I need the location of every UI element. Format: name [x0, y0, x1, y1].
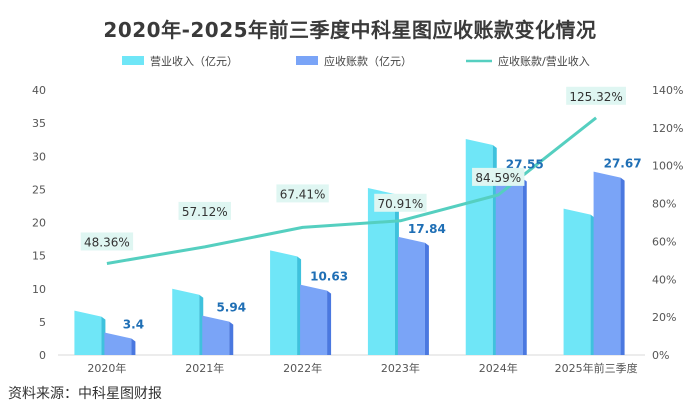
ratio-value-label: 70.91%: [378, 197, 424, 211]
ratio-value-label: 57.12%: [182, 205, 228, 219]
revenue-bar: [74, 310, 106, 355]
y-left-tick: 20: [32, 217, 46, 230]
bars: [74, 139, 625, 355]
y-right-tick: 80%: [652, 198, 676, 211]
receivable-bar: [397, 236, 429, 355]
y-right-tick: 100%: [652, 160, 683, 173]
revenue-bar: [563, 208, 595, 355]
legend-swatch-revenue: [122, 56, 144, 65]
ratio-value-label: 48.36%: [84, 235, 130, 249]
revenue-bar: [172, 288, 204, 355]
receivable-bar: [202, 315, 234, 355]
y-left-tick: 40: [32, 84, 46, 97]
legend: 营业收入（亿元） 应收账款（亿元） 应收账款/营业收入: [122, 54, 590, 68]
receivable-bar-face: [397, 236, 425, 355]
revenue-bar-face: [563, 208, 591, 355]
receivable-bar-side: [131, 338, 136, 355]
receivable-bar-side: [424, 242, 429, 355]
ratio-label-box: [80, 232, 134, 251]
x-category-label: 2023年: [381, 361, 420, 375]
y-left-tick: 30: [32, 150, 46, 163]
receivable-bar-side: [522, 178, 527, 355]
ratio-value-label: 125.32%: [569, 90, 622, 104]
receivable-bar-face: [495, 172, 523, 355]
ratio-label-box: [374, 193, 427, 212]
revenue-bar-face: [465, 139, 493, 355]
revenue-bar: [270, 250, 302, 355]
ratio-label-box: [276, 184, 329, 203]
source-note: 资料来源：中科星图财报: [8, 386, 162, 402]
legend-swatch-receivable: [296, 56, 318, 65]
x-category-label: 2024年: [479, 361, 518, 375]
receivable-bar: [104, 332, 136, 355]
receivable-bar-side: [229, 321, 234, 355]
receivable-value-label: 27.67: [604, 157, 642, 171]
y-left-tick: 5: [39, 316, 46, 329]
receivable-bar-side: [620, 177, 625, 355]
receivable-bar-face: [300, 284, 328, 355]
legend-label-receivable: 应收账款（亿元）: [324, 54, 412, 68]
receivable-value-label: 10.63: [310, 270, 348, 284]
axes: 0 5 10 15 20 25 30 35 40 0% 20% 40% 60% 80% 100% 120% 14…: [32, 84, 683, 375]
receivable-bar: [300, 284, 332, 355]
receivable-bar-face: [202, 315, 230, 355]
y-right-tick: 60%: [652, 235, 676, 248]
y-right-tick: 40%: [652, 273, 676, 286]
y-right-tick: 0%: [652, 349, 669, 362]
receivable-value-label: 3.4: [123, 317, 144, 331]
y-left-tick: 15: [32, 250, 46, 263]
receivable-bar: [593, 171, 625, 355]
legend-label-revenue: 营业收入（亿元）: [150, 54, 238, 68]
y-right-tick: 140%: [652, 84, 683, 97]
revenue-bar-face: [270, 250, 298, 355]
ratio-label-box: [472, 167, 525, 186]
ratio-value-label: 67.41%: [280, 187, 326, 201]
receivable-value-label: 17.84: [408, 222, 446, 236]
ratio-value-label: 84.59%: [475, 171, 521, 185]
chart-title: 2020年-2025年前三季度中科星图应收账款变化情况: [103, 18, 597, 42]
legend-label-ratio: 应收账款/营业收入: [498, 54, 590, 68]
y-left-tick: 25: [32, 183, 46, 196]
receivable-value-label: 5.94: [216, 301, 246, 315]
y-left-tick: 10: [32, 283, 46, 296]
receivable-bar: [495, 172, 527, 355]
y-right-tick: 20%: [652, 311, 676, 324]
revenue-bar-face: [367, 188, 395, 355]
receivable-bar-side: [327, 290, 332, 355]
ratio-label-box: [566, 86, 626, 105]
y-left-tick: 35: [32, 117, 46, 130]
revenue-bar-face: [74, 310, 102, 355]
ratio-label-box: [178, 201, 231, 220]
x-category-label: 2020年: [87, 361, 126, 375]
revenue-bar-face: [172, 288, 200, 355]
x-category-label: 2021年: [185, 361, 224, 375]
receivable-bar-face: [104, 332, 132, 355]
x-category-label: 2022年: [283, 361, 322, 375]
y-left-tick: 0: [39, 349, 46, 362]
revenue-bar: [367, 188, 399, 355]
receivable-bar-face: [593, 171, 621, 355]
y-right-tick: 120%: [652, 122, 683, 135]
x-category-label: 2025年前三季度: [555, 361, 638, 375]
